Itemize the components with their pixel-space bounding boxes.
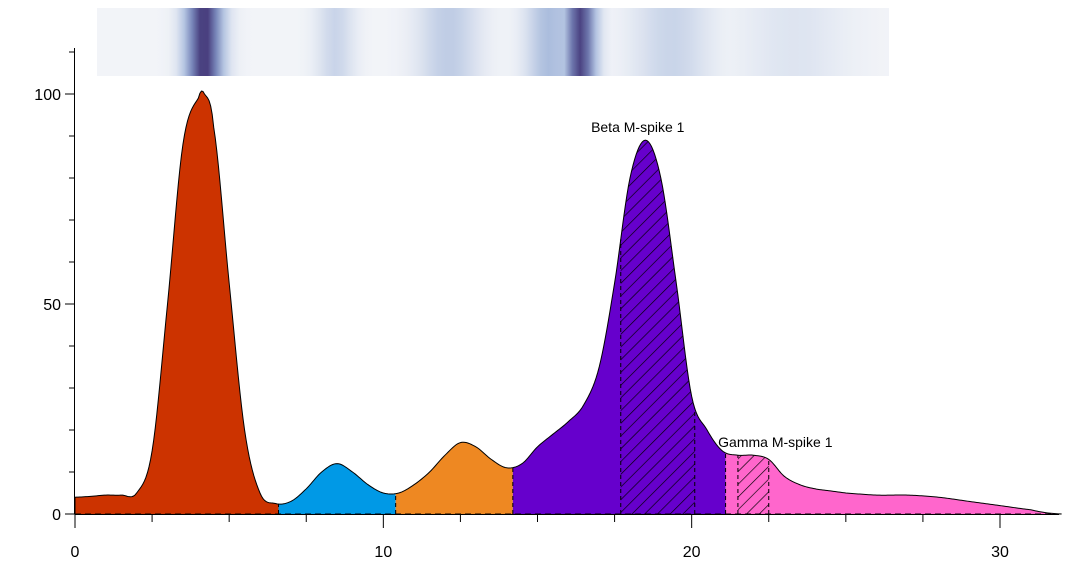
axes: 0 50 100 0 10 20 30 bbox=[34, 48, 1059, 561]
x-tick-label: 30 bbox=[991, 544, 1009, 561]
fractions-layer bbox=[75, 91, 1062, 515]
mspike-hatch-2 bbox=[737, 455, 769, 514]
gel-strip-image bbox=[97, 8, 889, 76]
y-tick-label: 50 bbox=[43, 297, 61, 314]
x-tick-label: 20 bbox=[683, 544, 701, 561]
mspike-hatch-layer bbox=[620, 140, 770, 515]
mspike-label-1: Beta M-spike 1 bbox=[591, 119, 685, 135]
fraction-area-2 bbox=[278, 463, 396, 514]
fraction-area-3 bbox=[395, 442, 513, 514]
mspike-hatch-1 bbox=[620, 140, 695, 515]
y-tick-label: 100 bbox=[34, 87, 61, 104]
curve-outline bbox=[74, 90, 1062, 515]
x-tick-label: 0 bbox=[71, 544, 80, 561]
gel-strip bbox=[97, 8, 889, 76]
y-tick-label: 0 bbox=[52, 507, 61, 524]
fraction-area-1 bbox=[75, 91, 279, 515]
x-tick-label: 10 bbox=[374, 544, 392, 561]
annotations: Beta M-spike 1 Gamma M-spike 1 bbox=[591, 119, 833, 450]
fraction-area-5 bbox=[725, 452, 1062, 514]
mspike-label-2: Gamma M-spike 1 bbox=[718, 434, 833, 450]
